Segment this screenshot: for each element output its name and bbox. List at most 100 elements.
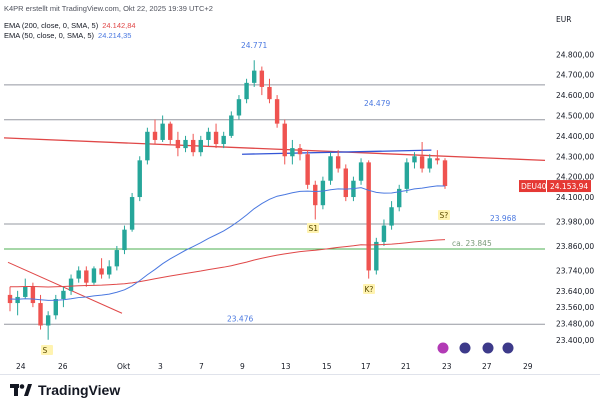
tag-s-bg	[41, 345, 53, 355]
candle-body[interactable]	[53, 298, 58, 316]
candle-body[interactable]	[99, 268, 104, 275]
candle-body[interactable]	[38, 303, 43, 326]
candle-body[interactable]	[183, 139, 188, 149]
indicator-ema200[interactable]: EMA (200, close, 0, SMA, 5) 24.142,84	[4, 21, 136, 31]
tag-s: S	[43, 346, 48, 355]
candle-body[interactable]	[15, 296, 20, 304]
event-icon[interactable]	[482, 342, 494, 354]
candle-body[interactable]	[343, 168, 348, 198]
candle-body[interactable]	[152, 131, 158, 140]
candle-body[interactable]	[129, 197, 135, 230]
time-axis-label: 15	[322, 362, 332, 371]
candle-body[interactable]	[252, 70, 257, 83]
trendline[interactable]	[7, 261, 123, 314]
event-icon[interactable]	[437, 342, 449, 354]
tag-s2: S?	[440, 211, 449, 220]
event-icon[interactable]	[459, 342, 471, 354]
candle-body[interactable]	[313, 184, 318, 206]
candle-body[interactable]	[107, 266, 112, 275]
annotation-resistance: 24.479	[364, 99, 390, 108]
candle-body[interactable]	[358, 162, 364, 181]
last-price-value: 24.153,94	[550, 182, 588, 191]
candle-body[interactable]	[221, 135, 226, 145]
ema50-line[interactable]	[9, 185, 446, 301]
price-axis-currency: EUR	[556, 15, 571, 24]
price-axis-label: 23.400,00	[556, 336, 594, 345]
candle-body[interactable]	[23, 286, 28, 297]
time-axis-label: 21	[401, 362, 411, 371]
indicator-ema50-value: 24.214,35	[98, 31, 132, 40]
candle-body[interactable]	[190, 139, 196, 153]
trendline[interactable]	[3, 137, 546, 161]
price-axis-label: 23.480,00	[556, 319, 594, 328]
price-chart[interactable]: EUR 24.800,00 24.700,00 24.600,00 24.500,00 2…	[0, 0, 600, 374]
candle-body[interactable]	[137, 160, 142, 198]
candle-body[interactable]	[229, 115, 234, 136]
price-axis-label: 23.560,00	[556, 303, 594, 312]
candle-body[interactable]	[61, 290, 66, 299]
candle-body[interactable]	[206, 131, 211, 140]
trendline[interactable]	[242, 149, 432, 155]
candle-body[interactable]	[145, 131, 150, 161]
candle-body[interactable]	[335, 156, 341, 169]
candle-body[interactable]	[328, 156, 333, 181]
candle-body[interactable]	[381, 225, 387, 242]
candle-body[interactable]	[175, 139, 181, 149]
candle-body[interactable]	[168, 123, 173, 140]
candle-body[interactable]	[305, 154, 310, 185]
candle-body[interactable]	[198, 139, 203, 153]
tag-s1: S1	[309, 224, 319, 233]
indicator-legend: EMA (200, close, 0, SMA, 5) 24.142,84 EMA…	[4, 21, 136, 41]
candle-body[interactable]	[412, 156, 417, 163]
candle-body[interactable]	[236, 99, 242, 116]
candle-body[interactable]	[122, 229, 127, 251]
candle-body[interactable]	[84, 270, 89, 283]
candle-body[interactable]	[45, 315, 51, 326]
chart-credit: K4PR erstellt mit TradingView.com, Okt 2…	[4, 4, 213, 13]
candle-body[interactable]	[267, 86, 272, 100]
price-axis-label: 23.980,00	[556, 218, 594, 227]
candle-body[interactable]	[68, 278, 74, 291]
event-icon[interactable]	[502, 342, 514, 354]
candle-body[interactable]	[404, 162, 410, 189]
candle-body[interactable]	[76, 270, 81, 279]
candle-body[interactable]	[213, 131, 219, 145]
tradingview-logo[interactable]: TradingView	[10, 382, 120, 398]
candle-body[interactable]	[442, 160, 448, 187]
candle-body[interactable]	[274, 99, 280, 124]
candle-body[interactable]	[244, 82, 249, 100]
indicator-ema50[interactable]: EMA (50, close, 0, SMA, 5) 24.214,35	[4, 31, 136, 41]
candle-body[interactable]	[290, 148, 295, 157]
candle-body[interactable]	[320, 180, 326, 206]
candle-body[interactable]	[297, 148, 303, 155]
last-price-symbol-bg[interactable]	[519, 180, 546, 193]
candle-body[interactable]	[389, 207, 394, 226]
candle-body[interactable]	[160, 123, 165, 140]
price-axis-label: 24.100,00	[556, 193, 594, 202]
candle-body[interactable]	[114, 250, 120, 267]
indicator-ema200-value: 24.142,84	[102, 21, 136, 30]
indicator-ema50-label: EMA (50, close, 0, SMA, 5)	[4, 31, 95, 40]
annotation-green-level: ca. 23.845	[452, 239, 492, 248]
price-axis-label: 24.700,00	[556, 71, 594, 80]
last-price-symbol: DEU40	[521, 182, 547, 191]
candle-body[interactable]	[397, 188, 402, 208]
tag-k-bg	[363, 284, 375, 294]
candle-body[interactable]	[374, 241, 379, 271]
annotation-low: 23.476	[227, 314, 253, 323]
ema200-line[interactable]	[10, 239, 446, 288]
candle-body[interactable]	[366, 162, 371, 271]
candle-body[interactable]	[435, 158, 440, 161]
time-axis-label: 26	[58, 362, 68, 371]
price-axis-label: 23.740,00	[556, 266, 594, 275]
candle-body[interactable]	[259, 70, 265, 87]
last-price-bg[interactable]	[547, 180, 591, 193]
candle-body[interactable]	[91, 268, 97, 283]
candle-body[interactable]	[282, 123, 287, 157]
candle-body[interactable]	[30, 286, 36, 304]
candle-body[interactable]	[419, 156, 425, 169]
price-axis-label: 24.300,00	[556, 152, 594, 161]
time-axis-label: 17	[361, 362, 371, 371]
candle-body[interactable]	[427, 158, 432, 169]
annotation-support: 23.968	[490, 214, 516, 223]
